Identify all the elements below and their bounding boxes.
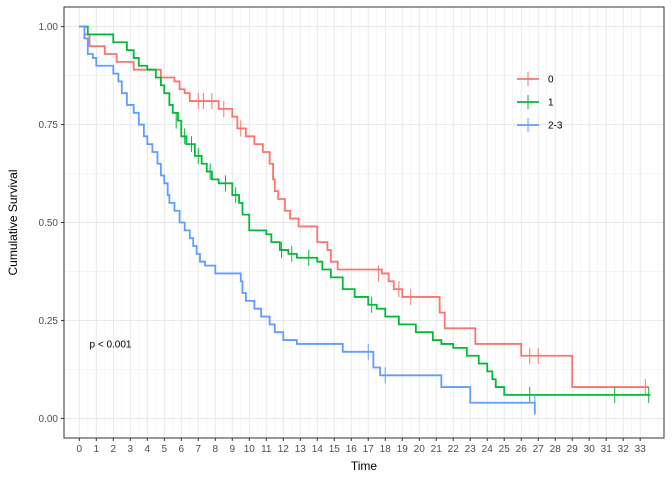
legend-item-0: 0 <box>517 72 554 86</box>
x-tick-label: 33 <box>635 444 647 455</box>
grid <box>64 7 664 438</box>
x-tick-label: 6 <box>178 444 184 455</box>
y-tick-label: 0.00 <box>39 414 59 425</box>
x-tick-label: 21 <box>431 444 443 455</box>
x-tick-label: 32 <box>618 444 630 455</box>
p-value-annotation: p < 0.001 <box>89 339 131 350</box>
x-tick-label: 12 <box>278 444 290 455</box>
x-tick-label: 10 <box>244 444 256 455</box>
x-tick-label: 18 <box>380 444 392 455</box>
legend-item-2-3: 2-3 <box>517 118 563 132</box>
survival-curve-0 <box>79 25 649 388</box>
x-axis: 0 1 2 3 4 5 6 7 8 9 10 11 12 13 14 15 16 17 18 19 20 21 22 23 24… <box>77 438 647 455</box>
y-axis: 0.00 0.25 0.50 0.75 1.00 <box>39 22 64 425</box>
series-1 <box>79 25 651 403</box>
x-tick-label: 0 <box>77 444 83 455</box>
x-tick-label: 7 <box>195 444 201 455</box>
x-tick-label: 11 <box>261 444 272 455</box>
x-tick-label: 27 <box>533 444 545 455</box>
x-tick-label: 1 <box>94 444 100 455</box>
series-0 <box>79 25 649 396</box>
x-tick-label: 3 <box>128 444 134 455</box>
series-layer <box>79 25 651 415</box>
legend-item-1: 1 <box>517 95 554 109</box>
legend: 0 1 2-3 <box>517 72 563 132</box>
x-tick-label: 17 <box>363 444 375 455</box>
x-tick-label: 2 <box>111 444 117 455</box>
x-tick-label: 20 <box>414 444 426 455</box>
x-tick-label: 25 <box>499 444 511 455</box>
x-tick-label: 28 <box>550 444 562 455</box>
survival-curve-2-3 <box>79 25 536 415</box>
x-tick-label: 4 <box>145 444 151 455</box>
x-tick-label: 13 <box>295 444 307 455</box>
legend-label: 2-3 <box>548 121 563 132</box>
x-tick-label: 16 <box>346 444 358 455</box>
y-tick-label: 0.75 <box>39 120 59 131</box>
x-tick-label: 15 <box>329 444 341 455</box>
x-tick-label: 19 <box>397 444 409 455</box>
x-axis-title: Time <box>351 459 378 473</box>
x-tick-label: 30 <box>584 444 596 455</box>
x-tick-label: 5 <box>162 444 168 455</box>
x-tick-label: 29 <box>567 444 579 455</box>
x-tick-label: 14 <box>312 444 324 455</box>
x-tick-label: 9 <box>229 444 235 455</box>
x-tick-label: 23 <box>465 444 477 455</box>
survival-curve-1 <box>79 25 651 396</box>
y-axis-title: Cumulative Survival <box>6 169 20 275</box>
legend-label: 1 <box>548 98 554 109</box>
x-tick-label: 22 <box>448 444 460 455</box>
y-tick-label: 0.50 <box>39 218 59 229</box>
legend-label: 0 <box>548 75 554 86</box>
y-tick-label: 1.00 <box>39 22 59 33</box>
x-tick-label: 31 <box>601 444 613 455</box>
x-tick-label: 24 <box>482 444 494 455</box>
y-tick-label: 0.25 <box>39 316 59 327</box>
series-2-3 <box>79 25 536 415</box>
x-tick-label: 8 <box>212 444 218 455</box>
x-tick-label: 26 <box>516 444 528 455</box>
